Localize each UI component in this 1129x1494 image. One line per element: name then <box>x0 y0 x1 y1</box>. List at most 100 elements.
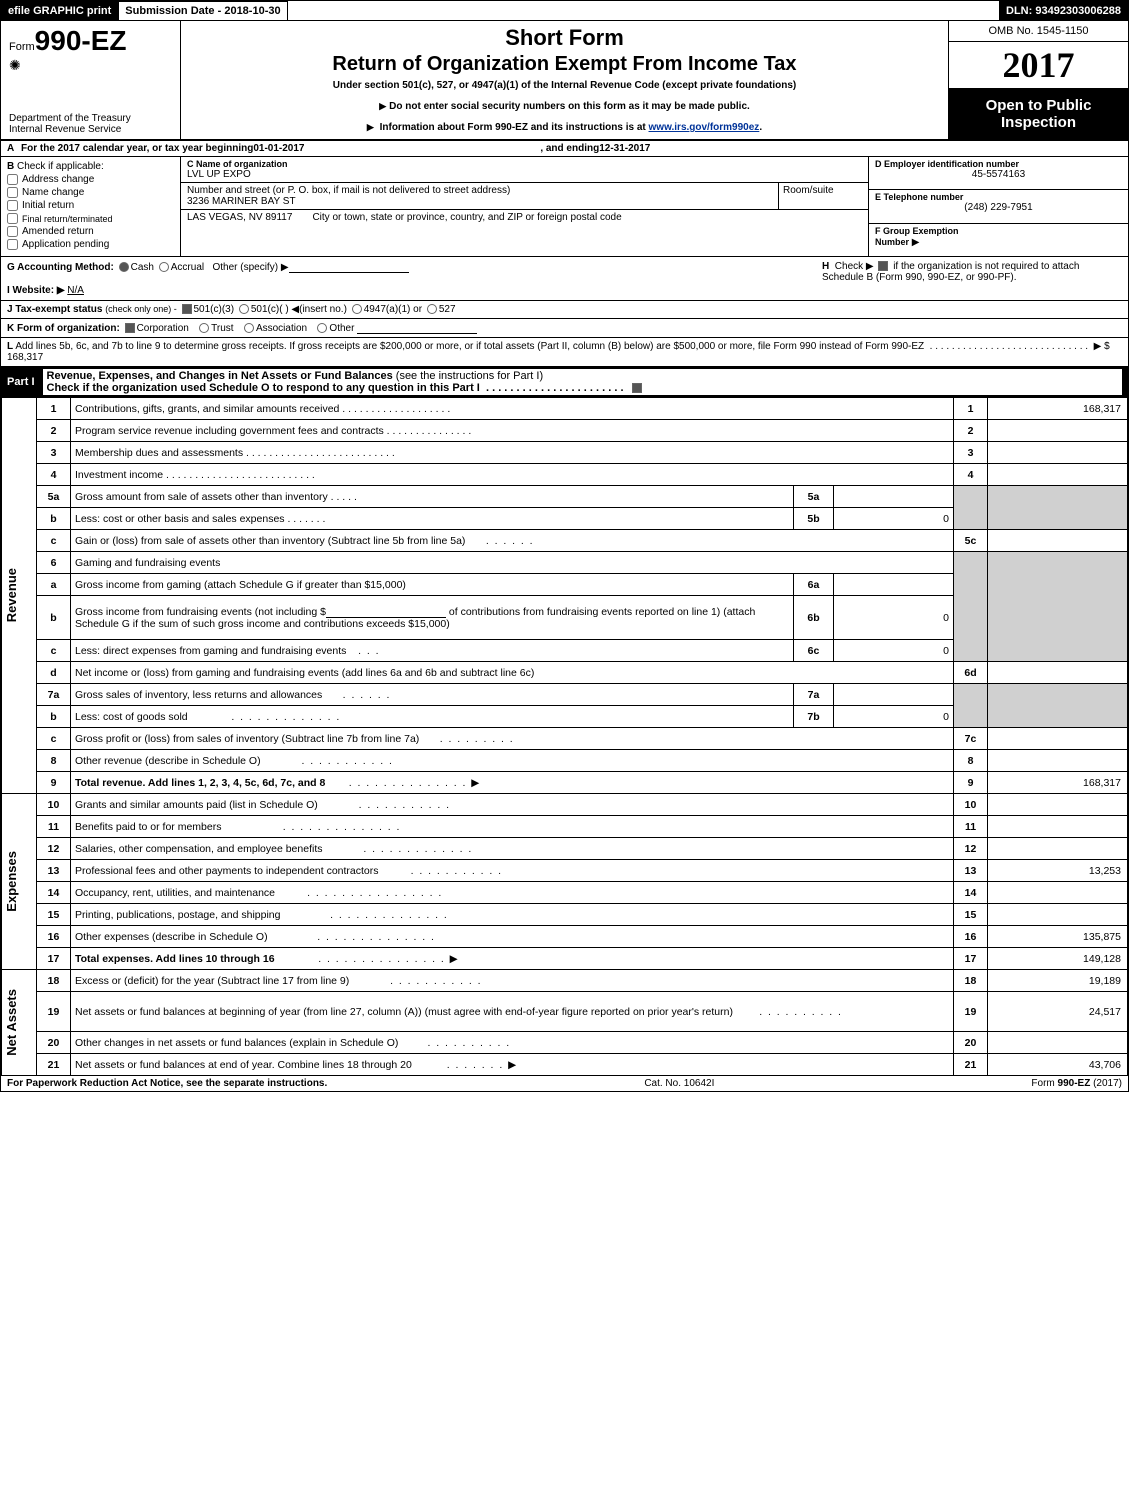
irs-link[interactable]: www.irs.gov/form990ez <box>649 122 760 133</box>
opt-accrual: Accrual <box>171 262 204 273</box>
r13-amt: 13,253 <box>988 860 1128 882</box>
chk-initial-return[interactable] <box>7 200 18 211</box>
r16-text: Other expenses (describe in Schedule O) … <box>71 926 954 948</box>
r10-rn: 10 <box>954 794 988 816</box>
r4-num: 4 <box>37 464 71 486</box>
r6-num: 6 <box>37 552 71 574</box>
opt-527: 527 <box>439 304 456 315</box>
line-a: A For the 2017 calendar year, or tax yea… <box>1 141 1128 157</box>
r6b-text: Gross income from fundraising events (no… <box>71 596 794 640</box>
form-ref: Form 990-EZ (2017) <box>1031 1078 1122 1089</box>
r14-amt <box>988 882 1128 904</box>
r12-text: Salaries, other compensation, and employ… <box>71 838 954 860</box>
row-17: 17 Total expenses. Add lines 10 through … <box>2 948 1128 970</box>
r21-rn: 21 <box>954 1054 988 1076</box>
label-b: B <box>7 161 14 172</box>
r16-rn: 16 <box>954 926 988 948</box>
row-5a: 5a Gross amount from sale of assets othe… <box>2 486 1128 508</box>
r15-amt <box>988 904 1128 926</box>
chk-app-pending[interactable] <box>7 239 18 250</box>
dept-line1: Department of the Treasury <box>9 113 172 124</box>
chk-address-change[interactable] <box>7 174 18 185</box>
chk-schedule-b[interactable] <box>878 261 888 271</box>
r10-text: Grants and similar amounts paid (list in… <box>71 794 954 816</box>
row-2: 2 Program service revenue including gove… <box>2 420 1128 442</box>
header-right: OMB No. 1545-1150 2017 Open to Public In… <box>948 21 1128 139</box>
chk-schedule-o-part1[interactable] <box>632 383 642 393</box>
chk-korg-other[interactable] <box>317 323 327 333</box>
chk-527[interactable] <box>427 304 437 314</box>
radio-cash[interactable] <box>119 262 129 272</box>
room-label: Room/suite <box>783 185 864 196</box>
bullet-ssn: Do not enter social security numbers on … <box>189 101 940 112</box>
row-21: 21 Net assets or fund balances at end of… <box>2 1054 1128 1076</box>
r6c-text: Less: direct expenses from gaming and fu… <box>71 640 794 662</box>
other-specify-field[interactable] <box>289 261 409 273</box>
r1-amt: 168,317 <box>988 398 1128 420</box>
box-f-arrow-icon: ▶ <box>912 237 920 248</box>
r7b-sub: 7b <box>794 706 834 728</box>
r10-amt <box>988 794 1128 816</box>
r15-text: Printing, publications, postage, and shi… <box>71 904 954 926</box>
r7c-num: c <box>37 728 71 750</box>
chk-501c[interactable] <box>239 304 249 314</box>
dln-badge: DLN: 93492303006288 <box>999 1 1128 21</box>
chk-name-change[interactable] <box>7 187 18 198</box>
k-other-field[interactable] <box>357 322 477 334</box>
open-to-public: Open to Public Inspection <box>949 89 1128 139</box>
r5ab-shade-amt <box>988 486 1128 530</box>
row-4: 4 Investment income . . . . . . . . . . … <box>2 464 1128 486</box>
form-number: Form990-EZ ✺ <box>9 25 172 74</box>
r16-amt: 135,875 <box>988 926 1128 948</box>
opt-other: Other (specify) ▶ <box>212 262 288 273</box>
chk-trust[interactable] <box>199 323 209 333</box>
box-c: C Name of organization LVL UP EXPO Numbe… <box>181 157 868 256</box>
expenses-side-label: Expenses <box>2 847 21 916</box>
r6a-subamt <box>834 574 954 596</box>
r5b-subamt: 0 <box>834 508 954 530</box>
chk-corp[interactable] <box>125 323 135 333</box>
r13-rn: 13 <box>954 860 988 882</box>
part-i-title: Revenue, Expenses, and Changes in Net As… <box>47 370 393 382</box>
bullet-info-pre: Information about Form 990-EZ and its in… <box>380 122 649 133</box>
addr-label: Number and street (or P. O. box, if mail… <box>187 185 772 196</box>
r6-text: Gaming and fundraising events <box>71 552 954 574</box>
chk-final-return[interactable] <box>7 213 18 224</box>
chk-label-4: Amended return <box>22 226 94 237</box>
r1-num: 1 <box>37 398 71 420</box>
chk-label-1: Name change <box>22 187 84 198</box>
r5a-text: Gross amount from sale of assets other t… <box>71 486 794 508</box>
line-a-text2: , and ending <box>540 143 599 154</box>
r11-text: Benefits paid to or for members . . . . … <box>71 816 954 838</box>
r7c-rn: 7c <box>954 728 988 750</box>
line-l: L Add lines 5b, 6c, and 7b to line 9 to … <box>1 338 1128 367</box>
r7b-num: b <box>37 706 71 728</box>
r4-amt <box>988 464 1128 486</box>
chk-amended-return[interactable] <box>7 226 18 237</box>
line-g-h: G Accounting Method: Cash Accrual Other … <box>1 257 1128 301</box>
r13-text: Professional fees and other payments to … <box>71 860 954 882</box>
r6b-amount-field[interactable] <box>326 606 446 618</box>
r6a-sub: 6a <box>794 574 834 596</box>
box-f-label: F Group Exemption <box>875 226 959 236</box>
bullet-info-post: . <box>759 122 762 133</box>
r6b-subamt: 0 <box>834 596 954 640</box>
r15-num: 15 <box>37 904 71 926</box>
r15-rn: 15 <box>954 904 988 926</box>
row-14: 14 Occupancy, rent, utilities, and maint… <box>2 882 1128 904</box>
chk-assoc[interactable] <box>244 323 254 333</box>
chk-4947[interactable] <box>352 304 362 314</box>
treasury-seal-icon: ✺ <box>9 57 172 74</box>
radio-accrual[interactable] <box>159 262 169 272</box>
r5b-text: Less: cost or other basis and sales expe… <box>71 508 794 530</box>
line-g: G Accounting Method: Cash Accrual Other … <box>7 261 822 296</box>
r8-rn: 8 <box>954 750 988 772</box>
r7c-amt <box>988 728 1128 750</box>
submission-date-label: Submission Date - <box>125 5 224 17</box>
org-address: 3236 MARINER BAY ST <box>187 196 772 207</box>
form-prefix: Form <box>9 41 35 53</box>
chk-501c3[interactable] <box>182 304 192 314</box>
line-j-note: (check only one) - <box>105 304 177 314</box>
omb-number: OMB No. 1545-1150 <box>949 21 1128 42</box>
r7-shade-amt <box>988 684 1128 728</box>
